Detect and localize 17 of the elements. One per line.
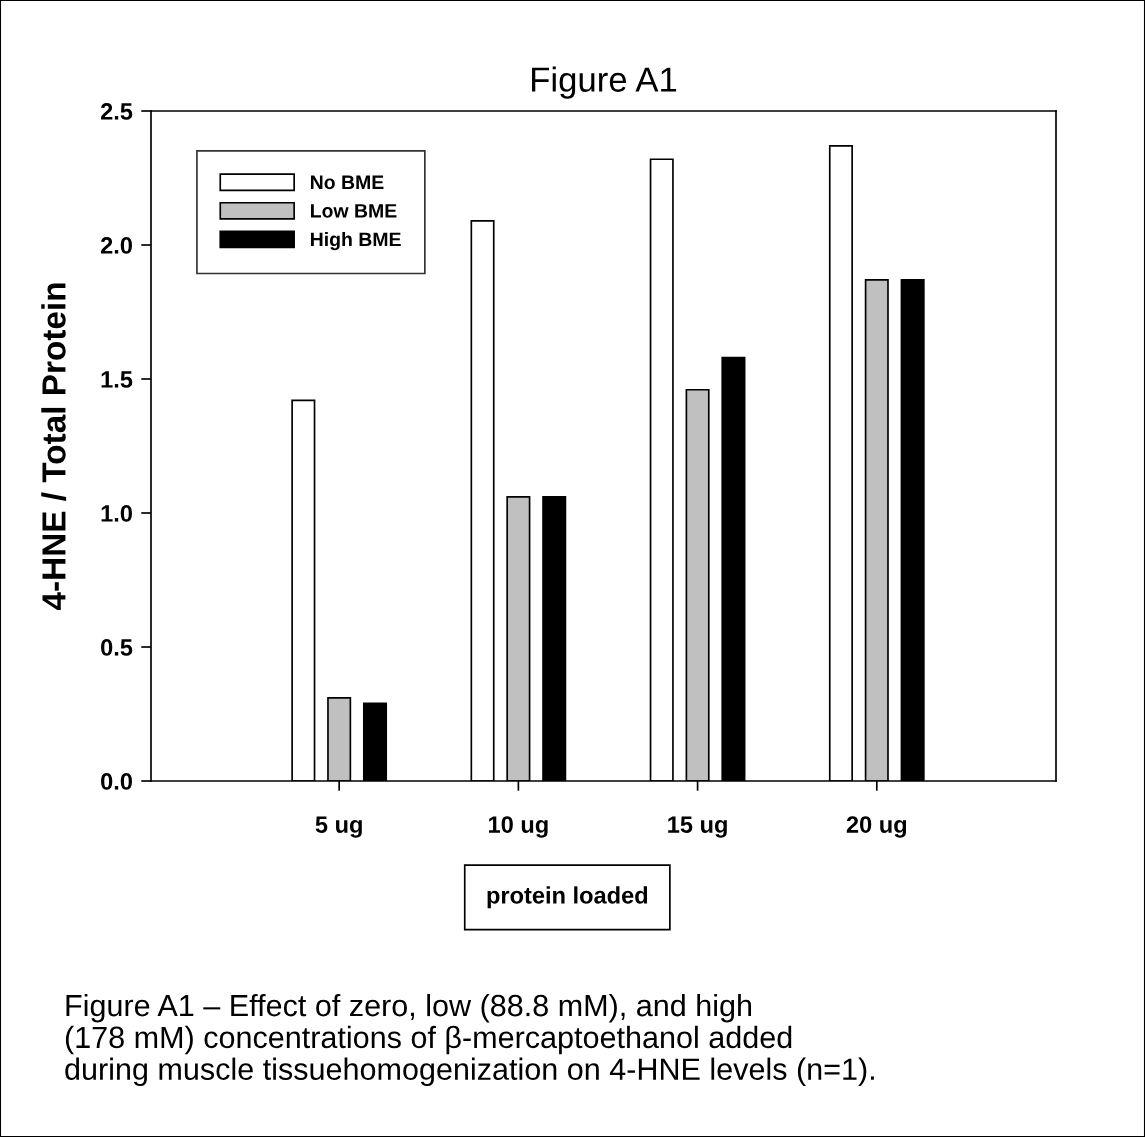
caption: Figure A1 – Effect of zero, low (88.8 mM), and high (178 mM) concentrations of β-mercaptoethanol added during muscle tissuehomogenization on 4-HNE levels (n=1).	[65, 993, 874, 1087]
y-tick-label: 2.0	[100, 237, 132, 254]
y-tick-label: 0.0	[101, 773, 132, 790]
legend-label: No BME	[311, 175, 384, 190]
x-tick-label: 20 ug	[846, 816, 907, 838]
legend-label: Low BME	[311, 204, 397, 218]
y-tick-label: 0.5	[101, 639, 133, 656]
y-tick-label: 2.5	[100, 103, 133, 120]
y-tick-label: 1.5	[101, 371, 133, 388]
legend-label: High BME	[311, 231, 401, 251]
y-tick-label: 1.0	[101, 505, 132, 522]
x-tick-label: 5 ug	[315, 816, 362, 838]
x-tick-label: 10 ug	[489, 816, 548, 838]
x-axis-title: protein loaded	[487, 886, 648, 909]
chart-title: Figure A1	[532, 66, 677, 99]
y-axis-title: 4-HNE / Total Protein	[41, 283, 67, 611]
x-tick-label: 15 ug	[668, 816, 727, 838]
